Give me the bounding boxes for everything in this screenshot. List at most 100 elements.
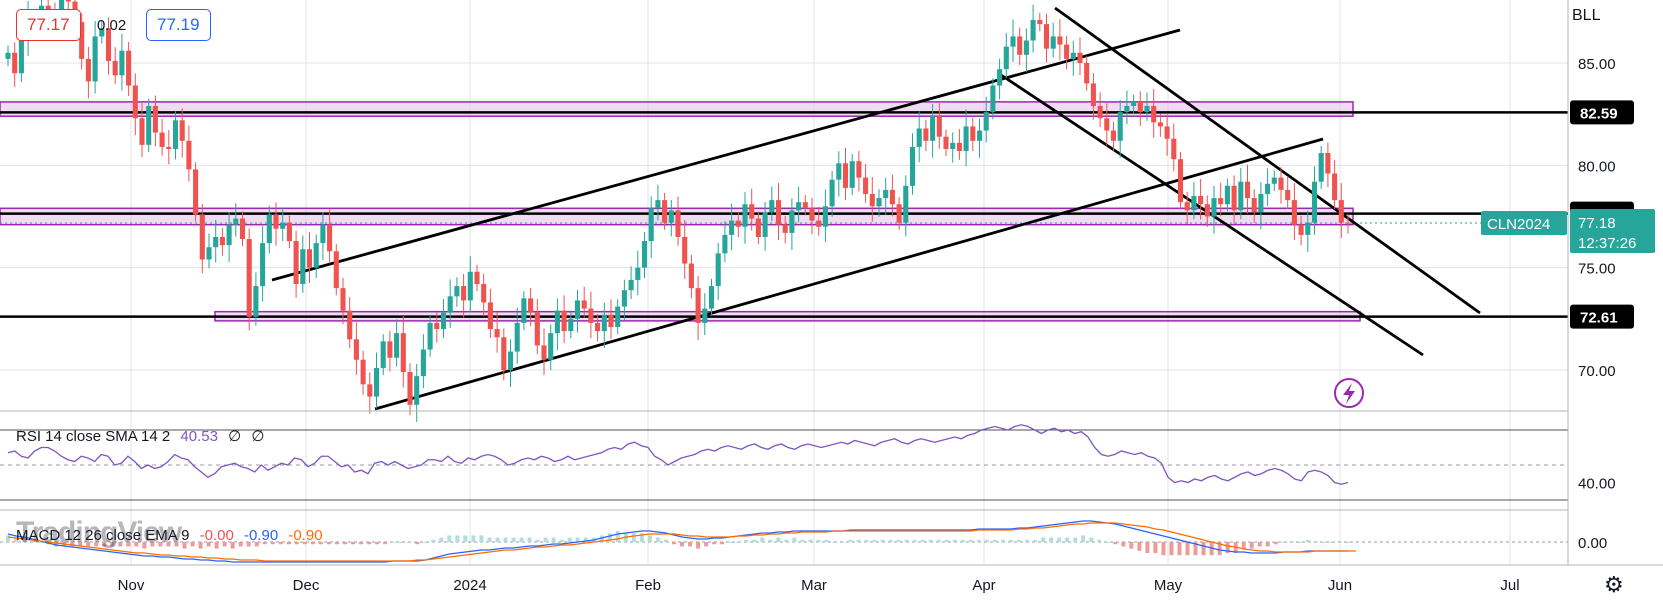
macd-hist-bar: [134, 542, 139, 547]
candle-body: [1265, 183, 1271, 194]
candle-body: [635, 267, 641, 280]
candle-body: [950, 142, 956, 149]
trend-lines: [271, 6, 1481, 411]
candle-body: [1064, 44, 1070, 59]
macd-hist-bar: [1281, 542, 1286, 543]
spread-value: 0.02: [97, 17, 127, 34]
candle-body: [1144, 105, 1150, 113]
candle-body: [889, 189, 895, 205]
candle-body: [936, 116, 942, 137]
macd-hist-bar: [856, 539, 861, 542]
macd-hist-bar: [254, 542, 259, 547]
candle-body: [1244, 181, 1251, 199]
macd-hist-bar: [230, 542, 235, 549]
rsi-extra-2: ∅: [251, 428, 265, 445]
candle-body: [883, 189, 889, 199]
macd-hist-bar: [343, 542, 348, 545]
candle-body: [1030, 20, 1036, 41]
candle-body: [420, 349, 426, 377]
macd-hist-bar: [1081, 535, 1086, 542]
candle-body: [280, 222, 286, 229]
candle-body: [407, 372, 413, 405]
x-tick-label: Apr: [972, 577, 995, 594]
y-tick-label: 85.00: [1578, 56, 1616, 73]
candle-body: [916, 128, 922, 147]
macd-hist-bar: [30, 539, 35, 542]
candle-body: [353, 339, 359, 360]
macd-hist-bar: [166, 542, 171, 547]
macd-hist-bar: [1313, 542, 1318, 543]
candle-body: [213, 236, 219, 248]
candle-body: [1218, 198, 1224, 205]
macd-hist-bar: [86, 542, 91, 547]
candle-body: [159, 132, 165, 147]
macd-hist-bar: [206, 542, 211, 547]
ask-price-button[interactable]: 77.19: [146, 9, 211, 41]
macd-hist-bar: [1241, 542, 1246, 549]
macd-hist-bar: [575, 537, 580, 542]
macd-hist-bar: [647, 535, 652, 542]
candle-body: [400, 333, 406, 373]
candle-body: [300, 249, 306, 285]
candle-body: [514, 322, 520, 352]
candle-body: [340, 288, 346, 311]
candle-body: [233, 218, 239, 225]
macd-hist-bar: [214, 542, 219, 549]
macd-hist-bar: [326, 542, 331, 545]
candle-body: [199, 214, 205, 260]
candle-body: [909, 146, 916, 186]
macd-hist-bar: [1273, 542, 1278, 545]
candle-body: [528, 298, 534, 313]
macd-hist-bar: [848, 539, 853, 542]
macd-hist-bar: [22, 537, 27, 542]
candle-body: [742, 204, 748, 227]
candle-body: [1258, 193, 1264, 213]
price-scale-menu[interactable]: BLL: [1572, 7, 1601, 24]
candle-body: [260, 243, 266, 287]
candle-body: [662, 200, 668, 223]
trend-line: [997, 71, 1424, 357]
macd-hist-bar: [238, 542, 243, 547]
macd-hist-bar: [222, 542, 227, 547]
alert-icon[interactable]: [1334, 378, 1364, 408]
gear-icon[interactable]: ⚙: [1604, 572, 1624, 597]
macd-hist-bar: [246, 542, 251, 547]
candle-body: [836, 163, 842, 180]
macd-hist-bar: [559, 539, 564, 542]
macd-hist-bar: [583, 537, 588, 542]
candle-body: [668, 210, 674, 223]
macd-hist-bar: [118, 542, 123, 547]
macd-hist-bar: [302, 542, 307, 545]
last-price-label: 77.18: [1578, 215, 1616, 232]
candle-body: [5, 52, 11, 59]
candle-body: [327, 224, 333, 252]
macd-hist-bar: [1113, 542, 1118, 545]
candle-body: [1097, 105, 1103, 119]
candle-body: [380, 341, 386, 368]
candle-body: [1131, 101, 1137, 106]
macd-hist-bar: [1057, 537, 1062, 542]
macd-legend[interactable]: MACD 12 26 close EMA 9 -0.00 -0.90 -0.90: [16, 527, 323, 544]
candle-body: [387, 341, 393, 358]
macd-hist-bar: [936, 539, 941, 542]
rsi-legend[interactable]: RSI 14 close SMA 14 2 40.53 ∅ ∅: [16, 427, 264, 445]
macd-hist-bar: [367, 542, 372, 545]
candle-body: [1211, 198, 1217, 217]
bid-price-button[interactable]: 77.17: [16, 9, 81, 41]
macd-hist-bar: [182, 542, 187, 549]
rsi-pane: 40.00: [0, 424, 1616, 501]
candle-body: [1077, 52, 1083, 63]
macd-hist-bar: [1185, 542, 1190, 556]
candle-body: [809, 208, 815, 221]
macd-hist-bar: [1289, 542, 1294, 543]
macd-hist-bar: [607, 533, 612, 542]
candle-body: [186, 140, 192, 170]
macd-hist-bar: [334, 542, 339, 545]
macd-hist-bar: [704, 542, 709, 547]
rsi-label: RSI 14 close SMA 14 2: [16, 428, 171, 445]
candle-body: [1318, 153, 1324, 182]
macd-hist-bar: [655, 537, 660, 542]
candle-body: [1117, 112, 1123, 141]
candle-body: [1050, 36, 1056, 49]
